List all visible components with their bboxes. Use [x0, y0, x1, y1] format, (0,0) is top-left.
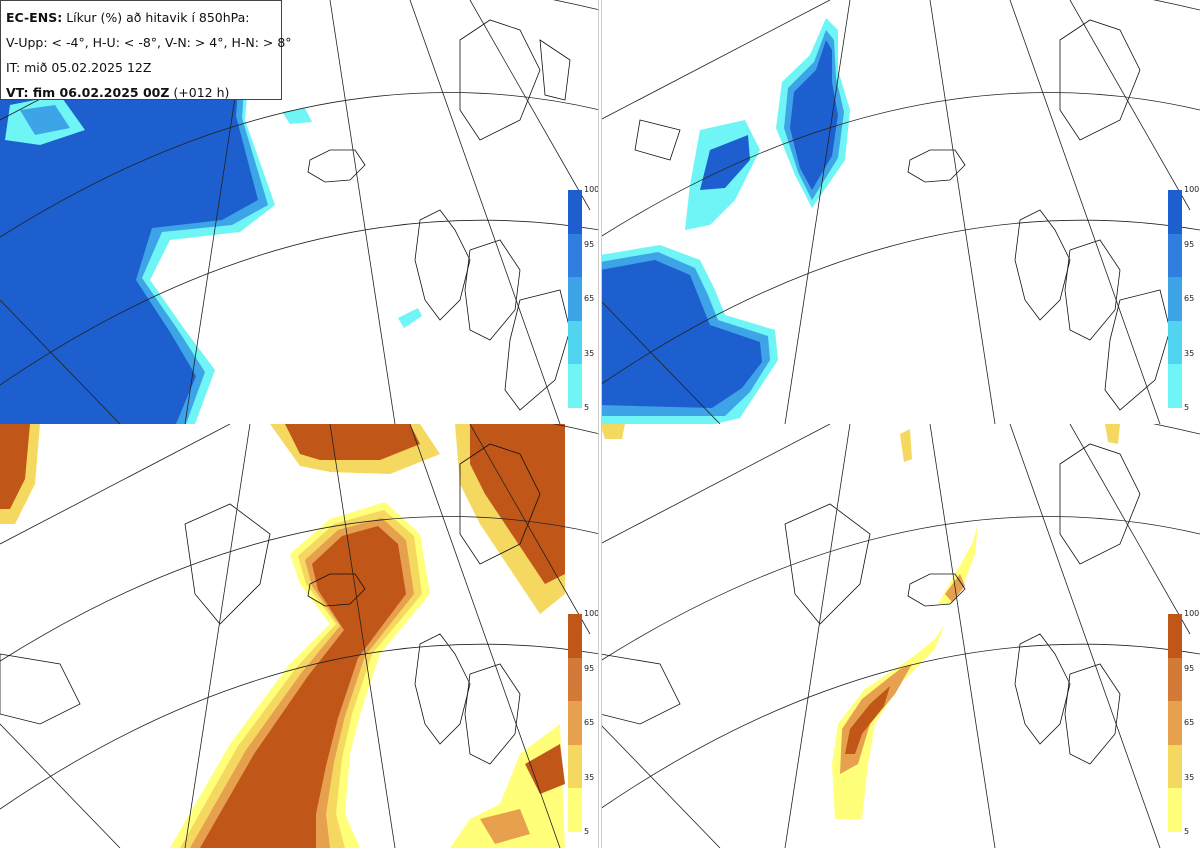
colorbar-segment	[568, 277, 582, 321]
colorbar-segment	[1168, 233, 1182, 278]
valid-time: VT: fim 06.02.2025 00Z	[6, 85, 170, 100]
colorbar-segment	[568, 657, 582, 702]
colorbar-segment	[1168, 190, 1182, 234]
panel-divider	[598, 0, 602, 848]
colorbar-segment	[568, 788, 582, 832]
colorbar-warm-bottom-left: 100 95 65 35 5	[568, 609, 599, 836]
colorbar-segment	[568, 233, 582, 278]
colorbar-segment	[568, 701, 582, 745]
colorbar-segment	[1168, 701, 1182, 745]
colorbar-tick-label: 100	[584, 609, 600, 618]
colorbar-segment	[568, 364, 582, 408]
colorbar-tick-label: 5	[1184, 403, 1190, 412]
colorbar-tick-label: 5	[584, 403, 590, 412]
panel-top-left: EC-ENS: Líkur (%) að hitavik í 850hPa: V…	[0, 0, 600, 424]
probability-map-cold-4	[0, 0, 600, 424]
probability-map-warm-4	[0, 424, 600, 848]
valid-time-line: VT: fim 06.02.2025 00Z (+012 h)	[6, 80, 276, 105]
colorbar-tick-label: 35	[1184, 772, 1195, 782]
colorbar-cold-top-left: 100 95 65 35 5	[568, 185, 599, 412]
panel-bottom-right: 100 95 65 35 5	[600, 424, 1200, 848]
probability-map-cold-8	[600, 0, 1200, 424]
panel-top-right: 100 95 65 35 5	[600, 0, 1200, 424]
colorbar-tick-label: 95	[1184, 663, 1195, 673]
colorbar-tick-label: 65	[584, 294, 595, 303]
init-time: IT: mið 05.02.2025 12Z	[6, 60, 152, 75]
colorbar-segment	[568, 190, 582, 234]
colorbar-warm-bottom-right: 100 95 65 35 5	[1168, 609, 1199, 836]
title-line: EC-ENS: Líkur (%) að hitavik í 850hPa:	[6, 5, 276, 30]
colorbar-segment	[1168, 364, 1182, 408]
colorbar-segment	[1168, 744, 1182, 789]
colorbar-tick-label: 95	[584, 663, 595, 673]
colorbar-tick-label: 35	[584, 348, 595, 358]
colorbar-tick-label: 5	[584, 827, 590, 836]
colorbar-tick-label: 65	[584, 718, 595, 727]
colorbar-cold-top-right: 100 95 65 35 5	[1168, 185, 1199, 412]
colorbar-segment	[568, 614, 582, 658]
model-name: EC-ENS:	[6, 10, 63, 25]
thresholds-line: V-Upp: < -4°, H-U: < -8°, V-N: > 4°, H-N…	[6, 35, 292, 50]
lead-time: (+012 h)	[173, 85, 230, 100]
colorbar-segment	[1168, 657, 1182, 702]
forecast-info-box: EC-ENS: Líkur (%) að hitavik í 850hPa: V…	[0, 0, 292, 100]
colorbar-tick-label: 100	[1184, 185, 1200, 194]
product-description: Líkur (%) að hitavik í 850hPa:	[66, 10, 250, 25]
colorbar-tick-label: 35	[1184, 348, 1195, 358]
colorbar-tick-label: 100	[584, 185, 600, 194]
colorbar-tick-label: 65	[1184, 294, 1195, 303]
colorbar-tick-label: 95	[1184, 239, 1195, 249]
colorbar-tick-label: 95	[584, 239, 595, 249]
colorbar-tick-label: 65	[1184, 718, 1195, 727]
colorbar-segment	[1168, 788, 1182, 832]
colorbar-tick-label: 100	[1184, 609, 1200, 618]
panel-bottom-left: 100 95 65 35 5	[0, 424, 600, 848]
colorbar-segment	[568, 744, 582, 789]
colorbar-segment	[1168, 277, 1182, 321]
probability-map-warm-8	[600, 424, 1200, 848]
colorbar-segment	[568, 320, 582, 365]
colorbar-tick-label: 5	[1184, 827, 1190, 836]
colorbar-tick-label: 35	[584, 772, 595, 782]
colorbar-segment	[1168, 320, 1182, 365]
colorbar-segment	[1168, 614, 1182, 658]
